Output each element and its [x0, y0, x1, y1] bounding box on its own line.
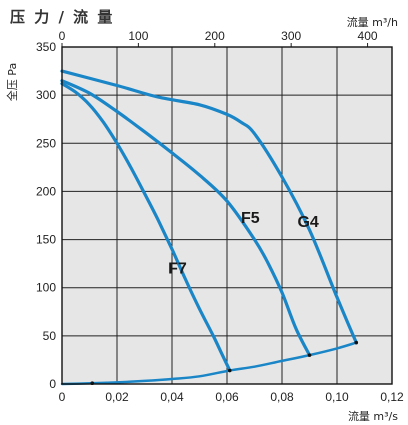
x-tick-label: 0,10	[325, 390, 349, 404]
curve-f5	[60, 79, 312, 357]
top-x-tick-label: 300	[281, 29, 301, 43]
top-x-tick-label: 200	[205, 29, 225, 43]
y-tick-label: 200	[36, 184, 56, 198]
y-tick-label: 300	[36, 88, 56, 102]
top-x-axis-label: 流量 m³/h	[347, 15, 398, 29]
curve-label-f7: F7	[168, 260, 187, 277]
x-tick-label: 0,04	[160, 390, 184, 404]
y-tick-label: 50	[43, 329, 57, 343]
top-x-tick-label: 400	[358, 29, 378, 43]
y-tick-label: 350	[36, 40, 56, 54]
curve-label-f5: F5	[241, 210, 260, 227]
tick-labels: 0 0,02 0,04 0,06 0,08 0,10 0,12 0 50 100 150 200 250…	[36, 29, 404, 404]
curve-label-g4: G4	[297, 214, 318, 231]
curve-system	[60, 341, 358, 386]
curve-labels: F7 F5 G4	[168, 210, 319, 277]
chart-title: 压 力 / 流 量	[10, 8, 114, 26]
y-tick-label: 100	[36, 281, 56, 295]
operating-point-marker	[354, 340, 359, 345]
curve-g4	[60, 69, 358, 345]
top-x-tick-label: 100	[128, 29, 148, 43]
curves	[60, 69, 359, 386]
y-tick-label: 250	[36, 136, 56, 150]
x-tick-label: 0	[59, 390, 66, 404]
plot-frame	[61, 46, 393, 385]
x-tick-label: 0,12	[380, 390, 404, 404]
x-tick-label: 0,08	[270, 390, 294, 404]
operating-point-marker	[307, 353, 312, 357]
y-tick-label: 150	[36, 233, 56, 247]
x-tick-label: 0,02	[105, 390, 129, 404]
operating-point-marker	[227, 368, 232, 373]
top-x-tick-label: 0	[59, 29, 66, 43]
y-tick-label: 0	[49, 377, 56, 391]
curve-f7	[60, 82, 232, 373]
x-tick-label: 0,06	[215, 390, 239, 404]
bottom-x-axis-label: 流量 m³/s	[348, 409, 398, 423]
y-axis-label: 全压 Pa	[5, 63, 19, 101]
